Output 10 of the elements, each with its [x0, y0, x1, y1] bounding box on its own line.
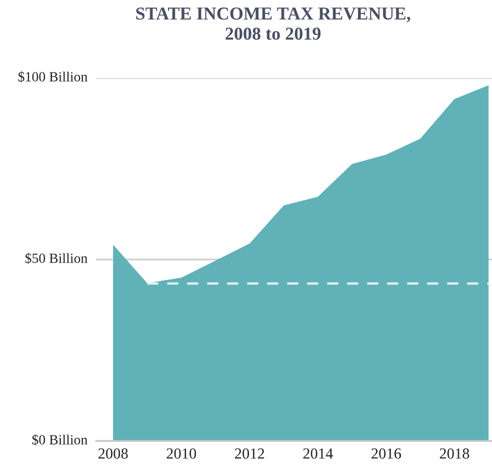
- x-tick-label: 2018: [440, 448, 470, 459]
- x-tick-label: 2010: [166, 448, 196, 459]
- chart-title: STATE INCOME TAX REVENUE, 2008 to 2019: [136, 8, 410, 40]
- y-tick-label: $0 Billion: [32, 434, 88, 446]
- x-tick-label: 2008: [98, 448, 128, 459]
- y-tick-label: $100 Billion: [18, 71, 88, 82]
- x-tick-label: 2016: [372, 448, 401, 459]
- x-tick-label: 2014: [303, 448, 333, 459]
- x-tick-label: 2012: [235, 448, 264, 459]
- y-tick-label: $50 Billion: [25, 252, 88, 264]
